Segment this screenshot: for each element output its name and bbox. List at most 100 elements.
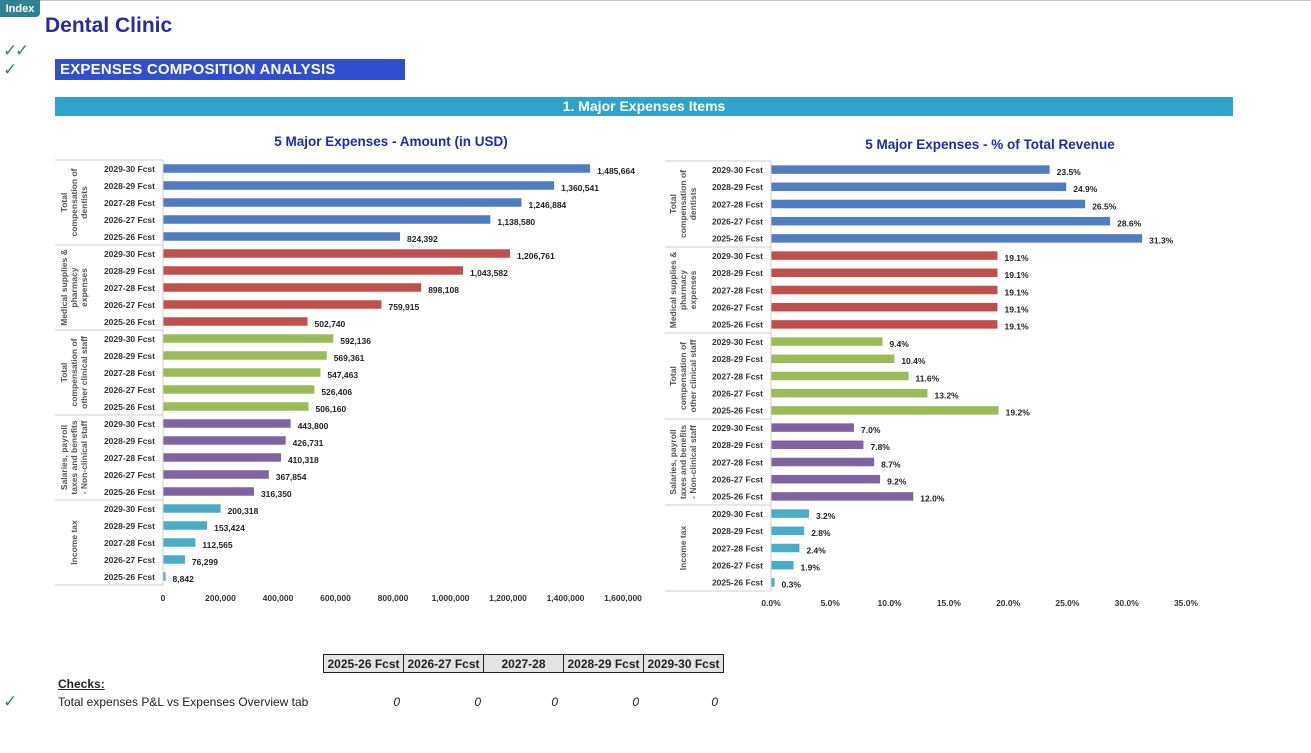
bar (771, 440, 864, 450)
data-label: 153,424 (214, 523, 245, 533)
category-label: 2028-29 Fcst (712, 182, 763, 192)
group-label: Totalcompensation ofdentists (668, 170, 698, 238)
category-label: 2027-28 Fcst (104, 538, 155, 548)
category-label: 2025-26 Fcst (104, 402, 155, 412)
data-label: 898,108 (428, 285, 459, 295)
bar (771, 423, 854, 432)
group-label-line: Income tax (678, 526, 688, 571)
checks-header: 2025-26 Fcst (323, 654, 404, 673)
data-label: 1,043,582 (470, 268, 508, 278)
data-label: 592,136 (340, 336, 371, 346)
group-label-line: dentists (79, 186, 89, 219)
checks-header: 2027-28 (483, 654, 564, 673)
group-label-line: pharmacy (678, 270, 688, 310)
x-tick-label: 1,600,000 (604, 593, 642, 603)
data-label: 367,854 (276, 472, 307, 482)
data-label: 526,406 (321, 387, 352, 397)
x-tick-label: 200,000 (205, 593, 236, 603)
category-label: 2025-26 Fcst (104, 487, 155, 497)
data-label: 1,138,580 (497, 217, 535, 227)
x-tick-label: 600,000 (320, 593, 351, 603)
category-label: 2026-27 Fcst (104, 555, 155, 565)
data-label: 759,915 (388, 302, 419, 312)
data-label: 2.4% (806, 545, 826, 555)
bar (163, 385, 315, 394)
checks-header: 2026-27 Fcst (403, 654, 484, 673)
check-value: 0 (711, 695, 718, 709)
category-label: 2025-26 Fcst (712, 234, 763, 244)
data-label: 19.1% (1004, 253, 1029, 263)
category-label: 2025-26 Fcst (104, 572, 155, 582)
data-label: 569,361 (334, 353, 365, 363)
check-value: 0 (474, 695, 481, 709)
checks-label: Checks: (58, 677, 105, 691)
bar (163, 487, 254, 496)
category-label: 2026-27 Fcst (712, 302, 763, 312)
data-label: 76,299 (192, 557, 218, 567)
category-label: 2029-30 Fcst (104, 249, 155, 259)
data-label: 24.9% (1073, 184, 1098, 194)
group-label-line: - Non-clinical staff (79, 421, 89, 495)
bar (163, 232, 401, 241)
bar (771, 285, 998, 295)
group-label: Medical supplies &pharmacyexpenses (668, 252, 698, 329)
bar (163, 351, 327, 360)
data-label: 112,565 (202, 540, 233, 550)
category-label: 2029-30 Fcst (104, 334, 155, 344)
data-label: 3.2% (816, 511, 836, 521)
group-label: Totalcompensation ofother clinical staff (59, 336, 89, 409)
category-label: 2025-26 Fcst (712, 578, 763, 588)
chart-title: 5 Major Expenses - Amount (in USD) (274, 134, 508, 149)
bar (163, 419, 291, 428)
bar (771, 182, 1067, 192)
group-label: Totalcompensation ofother clinical staff (668, 339, 698, 412)
group-label-line: compensation of (678, 342, 688, 410)
data-label: 19.1% (1004, 287, 1029, 297)
category-label: 2027-28 Fcst (712, 543, 763, 553)
checks-header: 2028-29 Fcst (563, 654, 644, 673)
data-label: 9.2% (887, 476, 907, 486)
bar (163, 555, 185, 564)
category-label: 2026-27 Fcst (104, 300, 155, 310)
check-value: 0 (551, 695, 558, 709)
x-tick-label: 0 (161, 593, 166, 603)
bar (771, 251, 998, 260)
group-label-line: Salaries, payroll (668, 429, 678, 494)
category-label: 2029-30 Fcst (712, 509, 763, 519)
x-tick-label: 5.0% (821, 598, 841, 608)
group-label: Totalcompensation ofdentists (59, 168, 89, 236)
category-label: 2026-27 Fcst (712, 474, 763, 484)
data-label: 410,318 (288, 455, 319, 465)
data-label: 824,392 (407, 234, 438, 244)
bar (163, 317, 308, 326)
checks-table: 2025-26 Fcst 2026-27 Fcst 2027-28 2028-2… (323, 654, 724, 673)
group-label-line: compensation of (69, 338, 79, 406)
bar (771, 509, 809, 518)
group-label-line: Total (668, 366, 678, 386)
bar (163, 436, 286, 445)
group-label: Income tax (678, 526, 688, 571)
bar (771, 234, 1143, 243)
group-label-line: Salaries, payroll (59, 425, 69, 490)
category-label: 2027-28 Fcst (712, 371, 763, 381)
x-tick-label: 10.0% (878, 598, 903, 608)
index-button[interactable]: Index (0, 0, 40, 17)
group-label-line: compensation of (678, 170, 688, 238)
bar (163, 283, 422, 292)
category-label: 2028-29 Fcst (104, 266, 155, 276)
bar (163, 164, 591, 173)
group-label-line: expenses (79, 268, 89, 307)
x-tick-label: 400,000 (263, 593, 294, 603)
bar (163, 368, 321, 377)
category-label: 2028-29 Fcst (104, 436, 155, 446)
category-label: 2028-29 Fcst (712, 354, 763, 364)
category-label: 2026-27 Fcst (104, 385, 155, 395)
category-label: 2028-29 Fcst (712, 440, 763, 450)
category-label: 2026-27 Fcst (712, 216, 763, 226)
data-label: 9.4% (889, 339, 909, 349)
category-label: 2026-27 Fcst (104, 215, 155, 225)
bar (771, 165, 1050, 174)
bar (163, 215, 491, 224)
category-label: 2027-28 Fcst (712, 285, 763, 295)
category-label: 2029-30 Fcst (712, 165, 763, 175)
